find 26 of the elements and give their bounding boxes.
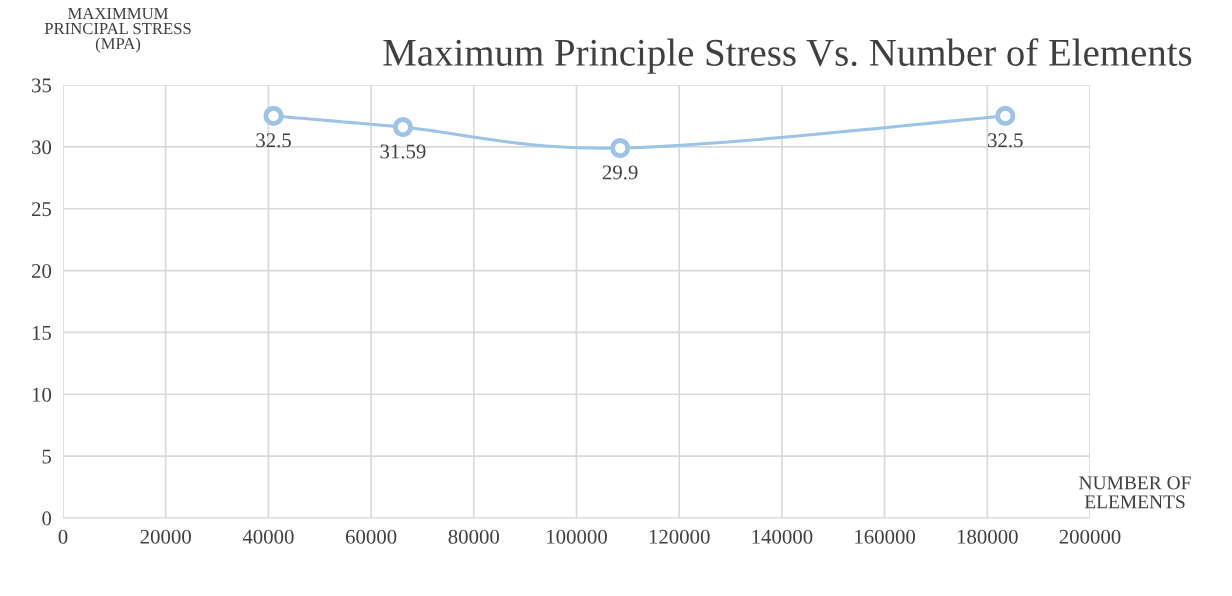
data-label: 29.9	[602, 165, 638, 180]
y-axis-title: MAXIMMUM PRINCIPAL STRESS (MPA)	[44, 7, 191, 53]
chart-title: Maximum Principle Stress Vs. Number of Elements	[383, 38, 1192, 74]
x-tick-label: 60000	[345, 529, 397, 544]
y-tick-label: 35	[32, 78, 52, 93]
x-tick-label: 100000	[547, 529, 607, 544]
y-tick-label: 5	[42, 449, 52, 464]
x-tick-label: 40000	[242, 529, 294, 544]
x-tick-label: 20000	[140, 529, 191, 544]
x-tick-label: 180000	[957, 529, 1018, 544]
y-tick-label: 15	[32, 325, 52, 340]
data-label: 32.5	[256, 133, 291, 148]
y-tick-label: 10	[32, 387, 52, 402]
x-tick-label: 0	[58, 529, 68, 544]
y-tick-label: 20	[31, 263, 52, 278]
data-label: 31.59	[380, 144, 426, 159]
y-tick-label: 30	[32, 140, 52, 155]
y-tick-label: 0	[42, 511, 52, 526]
x-tick-label: 120000	[649, 529, 710, 544]
x-axis-title: NUMBER OF ELEMENTS	[1079, 476, 1191, 509]
x-tick-label: 200000	[1059, 529, 1121, 544]
x-tick-label: 80000	[448, 529, 500, 544]
y-tick-label: 25	[31, 202, 52, 217]
x-tick-label: 140000	[752, 529, 813, 544]
x-tick-label: 160000	[855, 529, 916, 544]
data-label: 32.5	[988, 133, 1023, 148]
